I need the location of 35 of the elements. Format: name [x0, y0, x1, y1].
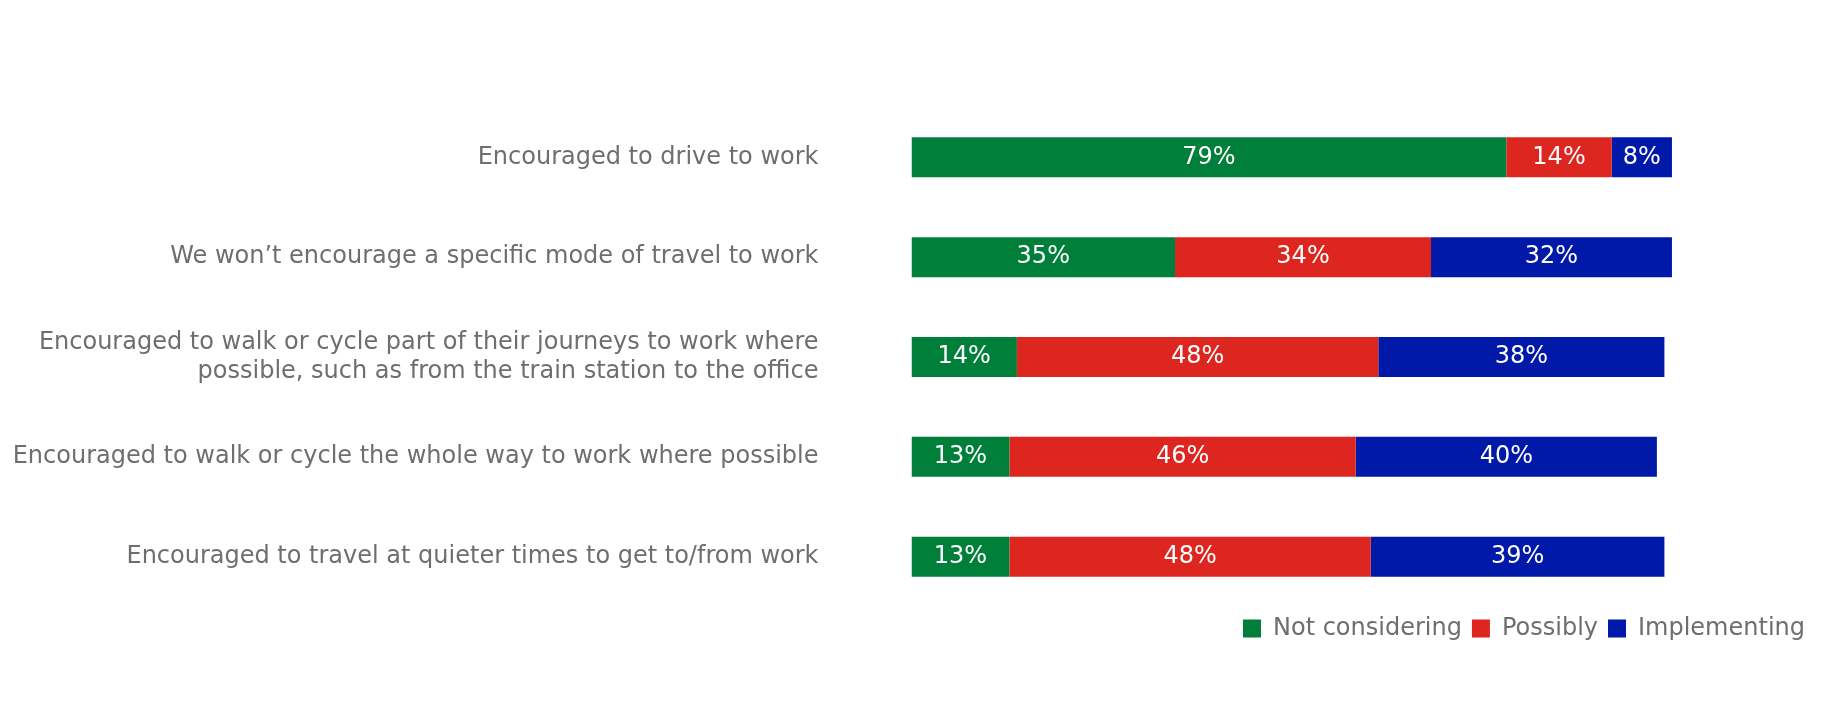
data-label: 35% [1016, 241, 1070, 270]
data-label: 34% [1276, 241, 1330, 270]
data-label: 8% [1622, 141, 1661, 170]
y-tick-label: Encouraged to walk or cycle the whole way to work where possible [12, 441, 819, 470]
bar [1431, 237, 1672, 278]
y-tick-label: Encouraged to walk or cycle part of their journeys to work where possible, such as from the train station to the office [38, 326, 819, 384]
bar [1009, 536, 1371, 577]
data-label: 14% [937, 341, 991, 370]
bar [911, 337, 1017, 377]
data-label: 48% [1170, 341, 1225, 370]
data-label: 79% [1182, 141, 1236, 170]
bar [1016, 337, 1379, 377]
legend-label: Possibly [1501, 612, 1599, 641]
y-tick-label: Encouraged to drive to work [477, 141, 819, 170]
data-label: 38% [1494, 341, 1549, 370]
bar [911, 137, 1507, 178]
bar [1378, 337, 1665, 377]
data-label: 32% [1524, 241, 1579, 270]
data-label: 13% [933, 540, 988, 569]
bar [1370, 536, 1665, 577]
y-tick-label: We won’t encourage a specific mode of travel to work [170, 241, 819, 270]
bar [1355, 436, 1657, 477]
data-label: 48% [1163, 540, 1217, 569]
bar [1506, 137, 1612, 178]
data-label: 46% [1155, 441, 1210, 470]
bar [1175, 237, 1432, 278]
data-label: 39% [1490, 540, 1545, 569]
data-label: 40% [1479, 441, 1533, 470]
legend-label: Implementing [1638, 612, 1806, 641]
bar [911, 237, 1176, 278]
data-label: 13% [933, 441, 988, 470]
legend-label: Not considering [1273, 612, 1462, 641]
data-label: 14% [1532, 141, 1586, 170]
y-tick-label: Encouraged to travel at quieter times to get to/from work [126, 540, 819, 569]
bar [1009, 436, 1356, 477]
